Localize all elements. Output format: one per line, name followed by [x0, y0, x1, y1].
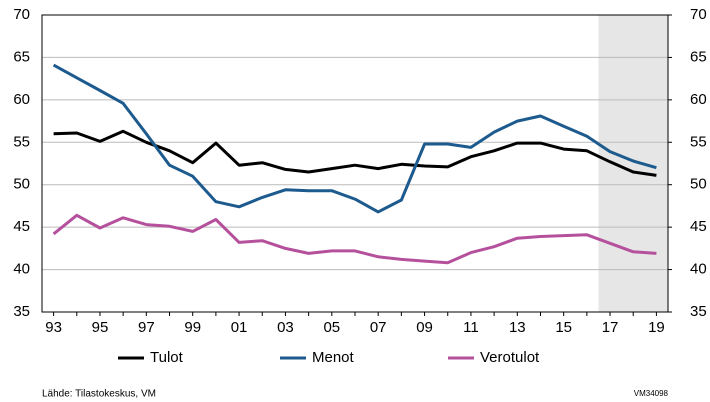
y2-tick-label: 50 — [690, 176, 707, 193]
series-line — [53, 129, 657, 177]
y2-tick-label: 55 — [690, 133, 707, 150]
y2-tick-label: 65 — [690, 48, 707, 65]
legend-label: Menot — [312, 349, 355, 366]
y2-tick-label: 35 — [690, 303, 707, 320]
x-tick-label: 19 — [648, 319, 665, 336]
note: VM34098 — [634, 389, 669, 398]
x-tick-label: 17 — [602, 319, 619, 336]
y-tick-label: 60 — [13, 91, 30, 108]
legend-label: Verotulot — [480, 349, 540, 366]
y2-tick-label: 40 — [690, 261, 707, 278]
x-tick-label: 99 — [184, 319, 201, 336]
x-tick-label: 95 — [92, 319, 109, 336]
x-tick-label: 15 — [555, 319, 572, 336]
y-tick-label: 70 — [13, 6, 30, 23]
x-tick-label: 13 — [509, 319, 526, 336]
plot-frame — [41, 14, 669, 313]
y-tick-label: 45 — [13, 218, 30, 235]
y2-tick-label: 60 — [690, 91, 707, 108]
y2-tick-label: 45 — [690, 218, 707, 235]
x-tick-label: 03 — [277, 319, 294, 336]
forecast-shade — [598, 15, 668, 312]
y-tick-label: 55 — [13, 133, 30, 150]
y-tick-label: 50 — [13, 176, 30, 193]
x-tick-label: 07 — [370, 319, 387, 336]
x-tick-label: 09 — [416, 319, 433, 336]
x-tick-label: 11 — [463, 319, 479, 336]
y-tick-label: 40 — [13, 261, 30, 278]
series-line — [52, 213, 657, 265]
x-tick-label: 05 — [323, 319, 340, 336]
y-tick-label: 65 — [13, 48, 30, 65]
series-line — [52, 63, 657, 214]
x-tick-label: 01 — [231, 319, 248, 336]
y-tick-label: 35 — [13, 303, 30, 320]
x-tick-label: 93 — [45, 319, 62, 336]
legend-label: Tulot — [150, 349, 184, 366]
x-tick-label: 97 — [138, 319, 155, 336]
source: Lähde: Tilastokeskus, VM — [42, 389, 156, 400]
y2-tick-label: 70 — [690, 6, 707, 23]
